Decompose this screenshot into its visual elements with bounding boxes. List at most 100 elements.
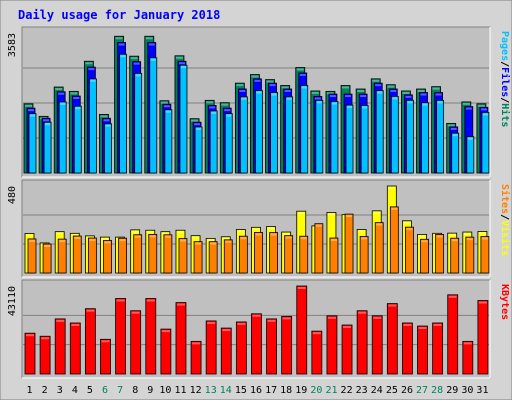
x-tick-label-day-26: 26: [401, 385, 413, 396]
bar-highlight-sites-day-26: [406, 228, 413, 231]
bar-highlight-sites-day-14: [225, 240, 232, 243]
bar-highlight-files-day-31: [480, 108, 487, 111]
bar-sites-day-31: [480, 236, 490, 274]
x-tick-label-day-11: 11: [174, 385, 186, 396]
bar-highlight-hits-day-27: [417, 89, 425, 92]
bar-highlight-pages-day-17: [271, 93, 277, 96]
bar-highlight-kbytes-day-10: [161, 330, 170, 333]
bar-highlight-pages-day-13: [211, 111, 217, 114]
bar-highlight-kbytes-day-20: [312, 332, 321, 335]
bar-kbytes-day-10: [160, 328, 172, 375]
bar-highlight-files-day-14: [224, 109, 231, 112]
bar-highlight-hits-day-18: [281, 86, 289, 89]
bar-highlight-pages-day-24: [377, 91, 383, 94]
bar-highlight-kbytes-day-19: [297, 287, 306, 289]
panel-kbytes: 43110 KBytes: [7, 279, 510, 379]
bar-highlight-pages-day-29: [452, 134, 458, 137]
bar-pages-day-27: [421, 102, 429, 174]
x-tick-label-day-1: 1: [27, 385, 33, 396]
bar-highlight-files-day-11: [178, 62, 185, 65]
bar-highlight-files-day-4: [73, 97, 80, 100]
bar-highlight-files-day-25: [390, 89, 397, 92]
bar-highlight-kbytes-day-16: [252, 314, 261, 317]
bar-highlight-kbytes-day-13: [207, 321, 216, 324]
bar-highlight-visits-day-19: [297, 212, 305, 215]
bar-highlight-sites-day-25: [391, 207, 398, 210]
bar-highlight-sites-day-17: [270, 233, 277, 236]
bar-highlight-kbytes-day-1: [26, 334, 34, 337]
bar-pages-day-7: [119, 53, 127, 174]
bar-pages-day-3: [58, 101, 67, 174]
bar-kbytes-day-27: [417, 325, 428, 375]
legend-entry: Pages: [499, 31, 510, 61]
legend-entry: Hits: [499, 103, 511, 127]
x-tick-label-day-8: 8: [132, 385, 138, 396]
bar-highlight-files-day-18: [284, 89, 291, 92]
bar-highlight-visits-day-4: [71, 234, 79, 237]
bar-highlight-pages-day-22: [347, 106, 353, 109]
bar-highlight-sites-day-22: [346, 215, 353, 218]
x-tick-label-day-13: 13: [205, 385, 217, 396]
bar-sites-day-21: [329, 237, 339, 274]
bar-highlight-hits-day-11: [175, 56, 183, 59]
bar-highlight-pages-day-23: [362, 106, 368, 109]
bar-highlight-hits-day-1: [25, 104, 32, 107]
bar-pages-day-28: [436, 99, 445, 174]
bar-sites-day-22: [344, 213, 354, 274]
bar-highlight-pages-day-16: [256, 91, 262, 94]
x-tick-label-day-22: 22: [341, 385, 353, 396]
bar-kbytes-day-24: [371, 315, 383, 375]
bar-highlight-files-day-10: [163, 105, 170, 108]
bar-pages-day-9: [149, 57, 158, 174]
bar-pages-day-25: [390, 96, 399, 174]
bar-pages-day-5: [88, 78, 97, 174]
bar-highlight-hits-day-13: [206, 101, 214, 104]
series-legend: Pages/Files/Hits: [499, 31, 511, 127]
legend-entry: Files: [499, 67, 511, 97]
bar-highlight-kbytes-day-18: [282, 317, 291, 320]
bar-sites-day-17: [269, 232, 278, 274]
bar-highlight-kbytes-day-8: [131, 311, 140, 314]
x-tick-label-day-3: 3: [57, 385, 63, 396]
bar-kbytes-day-14: [220, 327, 232, 375]
bar-highlight-files-day-13: [209, 106, 216, 109]
bar-kbytes-day-26: [402, 322, 413, 375]
x-tick-label-day-15: 15: [235, 385, 247, 396]
x-axis-labels: 1 2 3 4 5 6 7 8 9 10 11 12 13 14 15 16 17 18 19 20 21 22 23 24 2…: [27, 385, 489, 396]
bar-sites-day-25: [389, 206, 399, 274]
bar-pages-day-8: [134, 72, 143, 174]
bar-highlight-visits-day-24: [373, 211, 381, 214]
x-tick-label-day-17: 17: [265, 385, 277, 396]
bar-highlight-hits-day-10: [160, 101, 168, 104]
y-max-label: 43110: [7, 286, 18, 316]
bar-highlight-files-day-6: [103, 119, 110, 122]
bar-highlight-files-day-19: [299, 73, 306, 76]
bar-pages-day-10: [164, 109, 173, 174]
bar-kbytes-day-23: [356, 310, 368, 375]
bar-highlight-files-day-8: [133, 62, 140, 65]
x-tick-label-day-23: 23: [356, 385, 368, 396]
x-tick-label-day-5: 5: [87, 385, 93, 396]
bar-highlight-kbytes-day-4: [71, 323, 80, 326]
bar-highlight-visits-day-10: [161, 232, 169, 235]
bar-kbytes-day-8: [130, 310, 142, 375]
bar-sites-day-18: [284, 235, 294, 274]
bar-sites-day-7: [118, 237, 127, 274]
bar-highlight-files-day-27: [420, 93, 427, 96]
bar-kbytes-day-3: [54, 318, 66, 375]
bar-highlight-sites-day-2: [44, 245, 51, 247]
bar-kbytes-day-11: [175, 302, 187, 375]
x-tick-label-day-2: 2: [42, 385, 48, 396]
y-max-label: 3583: [7, 33, 18, 57]
bar-highlight-pages-day-12: [196, 127, 202, 130]
bar-highlight-visits-day-29: [448, 234, 456, 237]
bar-highlight-files-day-17: [269, 84, 276, 87]
bar-highlight-hits-day-12: [191, 119, 199, 122]
bar-highlight-kbytes-day-14: [222, 329, 231, 332]
bar-highlight-sites-day-9: [149, 235, 156, 238]
bar-highlight-sites-day-21: [330, 239, 337, 242]
bar-highlight-hits-day-8: [130, 57, 138, 60]
bar-pages-day-2: [43, 121, 52, 174]
bar-highlight-visits-day-15: [237, 230, 245, 233]
bar-highlight-pages-day-26: [407, 101, 413, 104]
